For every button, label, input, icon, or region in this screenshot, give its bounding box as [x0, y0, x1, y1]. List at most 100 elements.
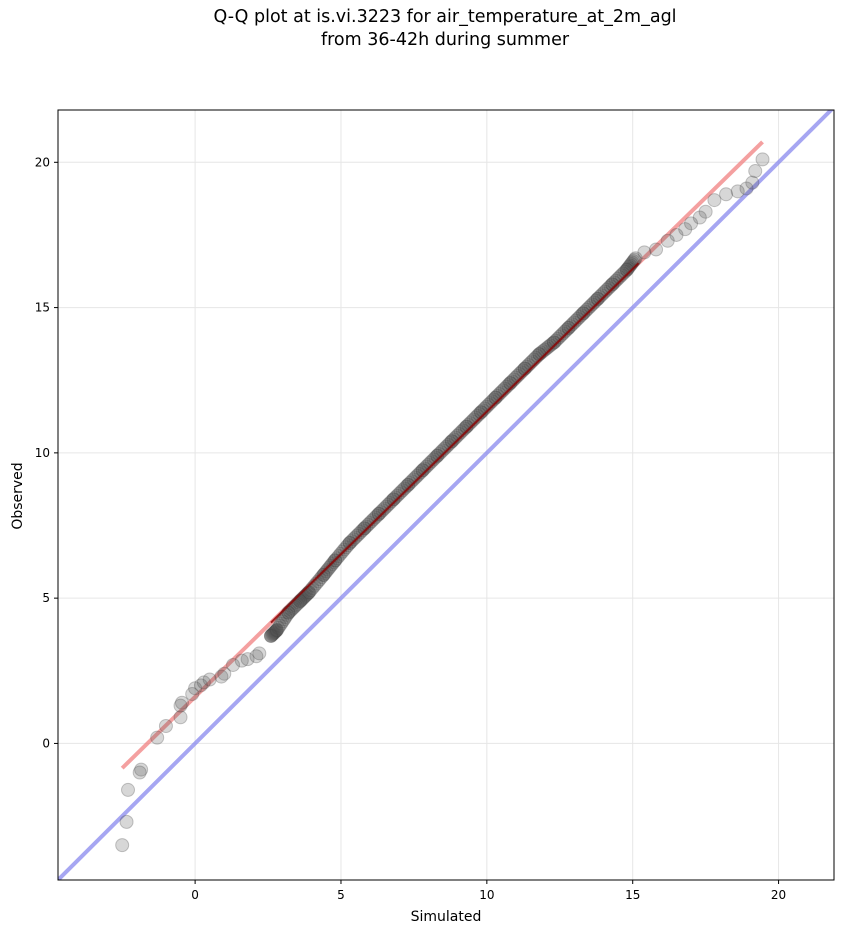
quantile-point-dense: [368, 510, 383, 525]
quantile-point-dense: [395, 483, 410, 498]
quantile-point-dense: [426, 452, 441, 467]
y-tick-label: 0: [42, 736, 50, 750]
quantile-point-dense: [572, 310, 587, 325]
quantile-point-dense: [360, 517, 375, 532]
quantile-point-dense: [608, 273, 623, 288]
quantile-point-dense: [371, 506, 386, 521]
quantile-point-dense: [557, 324, 572, 339]
quantile-point-dense: [342, 535, 357, 550]
quantile-point: [660, 233, 675, 248]
quantile-point-dense: [413, 465, 428, 480]
quantile-point: [316, 567, 331, 582]
quantile-point-dense: [619, 262, 634, 277]
quantile-point-dense: [592, 290, 607, 305]
quantile-point-dense: [432, 446, 447, 461]
quantile-point: [546, 335, 561, 350]
quantile-point-dense: [269, 623, 284, 638]
quantile-point-dense: [601, 280, 616, 295]
quantile-point-dense: [421, 457, 436, 472]
quantile-point-dense: [614, 268, 629, 283]
quantile-point-dense: [554, 328, 569, 343]
quantile-point-dense: [441, 437, 456, 452]
fit-core-placeholder: [268, 255, 647, 529]
quantile-point: [730, 184, 745, 199]
identity-line: [58, 110, 834, 880]
quantile-point-dense: [355, 523, 370, 538]
quantile-point-dense: [616, 266, 631, 281]
quantile-point-dense: [267, 625, 282, 640]
y-tick-label: 20: [35, 155, 50, 169]
quantile-point-dense: [399, 479, 414, 494]
quantile-point: [150, 730, 165, 745]
quantile-point-dense: [568, 313, 583, 328]
quantile-point-dense: [386, 492, 401, 507]
y-tick-label: 5: [42, 591, 50, 605]
x-axis-label: Simulated: [411, 909, 482, 925]
quantile-point-dense: [424, 454, 439, 469]
quantile-point-dense: [566, 315, 581, 330]
quantile-point-dense: [312, 572, 327, 587]
quantile-point-dense: [393, 485, 408, 500]
quantile-point: [174, 695, 189, 710]
quantile-point: [226, 657, 241, 672]
quantile-point: [739, 181, 754, 196]
quantile-point-dense: [337, 542, 352, 557]
quantile-point: [459, 419, 474, 434]
quantile-point-dense: [366, 512, 381, 527]
quantile-point-dense: [351, 526, 366, 541]
x-tick-label: 0: [191, 888, 199, 902]
quantile-point-dense: [350, 528, 365, 543]
quantile-point-dense: [379, 499, 394, 514]
quantile-point-dense: [344, 534, 359, 549]
quantile-point: [196, 675, 211, 690]
quantile-point-dense: [443, 436, 458, 451]
quantile-point-dense: [319, 564, 334, 579]
quantile-point-dense: [561, 320, 576, 335]
quantile-point-dense: [459, 419, 474, 434]
quantile-point-dense: [265, 627, 280, 642]
quantile-point-dense: [417, 461, 432, 476]
quantile-point-dense: [384, 494, 399, 509]
quantile-point-dense: [565, 317, 580, 332]
quantile-point-dense: [277, 612, 292, 627]
quantile-point: [119, 814, 134, 829]
chart-title-line-2: from 36-42h during summer: [320, 30, 570, 50]
quantile-point-dense: [583, 299, 598, 314]
quantile-point: [637, 245, 652, 260]
x-tick-label: 10: [479, 888, 494, 902]
quantile-point: [415, 463, 430, 478]
quantile-point: [249, 649, 264, 664]
quantile-point-dense: [590, 291, 605, 306]
quantile-point-dense: [466, 412, 481, 427]
quantile-point-dense: [437, 441, 452, 456]
quantile-point-dense: [377, 501, 392, 516]
quantile-point-dense: [556, 326, 571, 341]
quantile-point-dense: [543, 338, 558, 353]
quantile-point-dense: [546, 335, 561, 350]
quantile-point: [342, 535, 357, 550]
quantile-point-dense: [453, 425, 468, 440]
quantile-point-dense: [588, 293, 603, 308]
quantile-point-dense: [450, 428, 465, 443]
quantile-point: [576, 306, 591, 321]
quantile-point-dense: [381, 497, 396, 512]
quantile-point-dense: [272, 618, 287, 633]
quantile-point: [173, 710, 188, 725]
quantile-point-dense: [541, 339, 556, 354]
quantile-point-dense: [373, 505, 388, 520]
quantile-point-dense: [348, 530, 363, 545]
quantile-point: [134, 762, 149, 777]
quantile-point-dense: [627, 252, 642, 267]
quantile-point-dense: [311, 574, 326, 589]
quantile-point: [234, 653, 249, 668]
quantile-point-dense: [280, 607, 295, 622]
quantile-point: [719, 187, 734, 202]
quantile-point-dense: [618, 264, 633, 279]
quantile-point-dense: [610, 271, 625, 286]
quantile-point-dense: [274, 616, 289, 631]
chart-title-line-1: Q-Q plot at is.vi.3223 for air_temperatu…: [213, 7, 677, 27]
quantile-point: [748, 164, 763, 179]
grid: [58, 110, 834, 880]
quantile-point-dense: [552, 330, 567, 345]
